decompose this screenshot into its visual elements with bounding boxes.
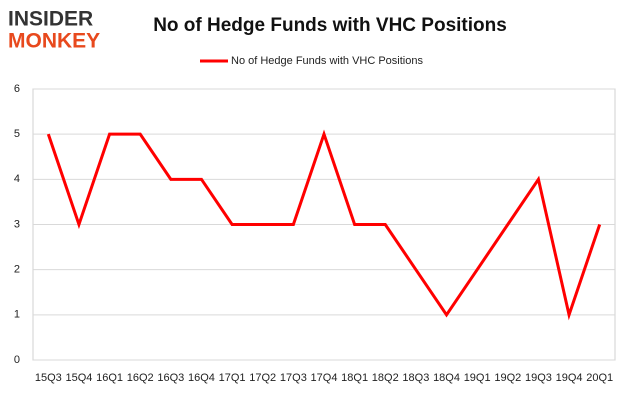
- x-tick-label: 17Q1: [219, 372, 246, 384]
- x-tick-label: 16Q3: [157, 372, 184, 384]
- x-tick-label: 20Q1: [586, 372, 613, 384]
- x-tick-label: 18Q3: [402, 372, 429, 384]
- x-tick-label: 15Q4: [65, 372, 92, 384]
- y-tick-label: 0: [14, 354, 20, 366]
- x-tick-label: 18Q2: [372, 372, 399, 384]
- x-tick-label: 17Q2: [249, 372, 276, 384]
- x-tick-label: 17Q4: [311, 372, 338, 384]
- x-tick-label: 19Q3: [525, 372, 552, 384]
- chart-title: No of Hedge Funds with VHC Positions: [153, 15, 507, 36]
- logo-line2: MONKEY: [8, 30, 100, 53]
- y-tick-label: 5: [14, 128, 20, 140]
- x-tick-label: 18Q1: [341, 372, 368, 384]
- y-tick-label: 4: [14, 173, 20, 185]
- logo-line1: INSIDER: [8, 8, 93, 31]
- x-tick-label: 16Q1: [96, 372, 123, 384]
- x-tick-label: 19Q2: [494, 372, 521, 384]
- y-tick-label: 6: [14, 83, 20, 95]
- x-tick-label: 19Q1: [464, 372, 491, 384]
- x-tick-label: 18Q4: [433, 372, 460, 384]
- x-tick-label: 19Q4: [556, 372, 583, 384]
- y-tick-label: 1: [14, 309, 20, 321]
- x-tick-label: 17Q3: [280, 372, 307, 384]
- x-tick-label: 16Q2: [127, 372, 154, 384]
- x-tick-label: 16Q4: [188, 372, 215, 384]
- y-tick-label: 2: [14, 264, 20, 276]
- y-tick-label: 3: [14, 218, 20, 230]
- x-tick-label: 15Q3: [35, 372, 62, 384]
- legend-label: No of Hedge Funds with VHC Positions: [231, 55, 423, 67]
- data-line: [46, 129, 602, 321]
